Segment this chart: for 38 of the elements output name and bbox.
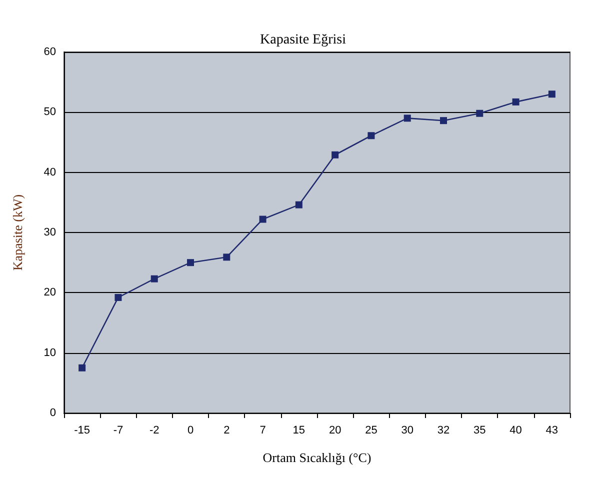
y-tick-label: 50 <box>44 106 56 118</box>
point <box>476 110 484 117</box>
x-tick-label: -7 <box>113 424 124 436</box>
point <box>223 254 230 261</box>
point <box>440 117 447 124</box>
point <box>114 294 122 301</box>
x-tick-label: -2 <box>149 424 160 436</box>
y-tick-label: 30 <box>44 226 56 238</box>
y-axis-title: Kapasite (kW) <box>10 194 25 271</box>
x-tick-label: 7 <box>260 424 266 436</box>
x-axis-title: Ortam Sıcaklığı (°C) <box>262 450 372 465</box>
point <box>187 259 194 266</box>
x-tick-label: 15 <box>292 424 306 436</box>
y-tick-label: 0 <box>50 407 56 419</box>
point <box>295 201 302 208</box>
y-tick-label: 20 <box>44 286 56 299</box>
y-tick-label: 10 <box>44 346 56 359</box>
x-tick-label: 2 <box>224 424 230 436</box>
point <box>78 364 86 372</box>
x-tick-label: 40 <box>510 424 522 436</box>
x-tick-label: 35 <box>474 424 486 436</box>
point <box>150 275 158 282</box>
y-tick-label: 40 <box>44 166 56 178</box>
x-tick-label: 30 <box>401 424 414 436</box>
x-tick-label: 43 <box>546 424 558 436</box>
point <box>368 132 375 140</box>
y-tick-label: 60 <box>44 46 56 58</box>
point <box>332 151 339 158</box>
x-tick-label: 25 <box>365 424 378 436</box>
point <box>512 98 520 106</box>
point <box>404 114 411 122</box>
x-tick-label: 0 <box>187 424 194 436</box>
x-tick-label: -15 <box>74 424 90 436</box>
chart-title: Kapasite Eğrisi <box>260 32 346 48</box>
x-tick-label: 32 <box>437 424 450 436</box>
point <box>548 90 556 98</box>
x-tick-label: 20 <box>328 424 342 436</box>
point <box>259 216 266 223</box>
